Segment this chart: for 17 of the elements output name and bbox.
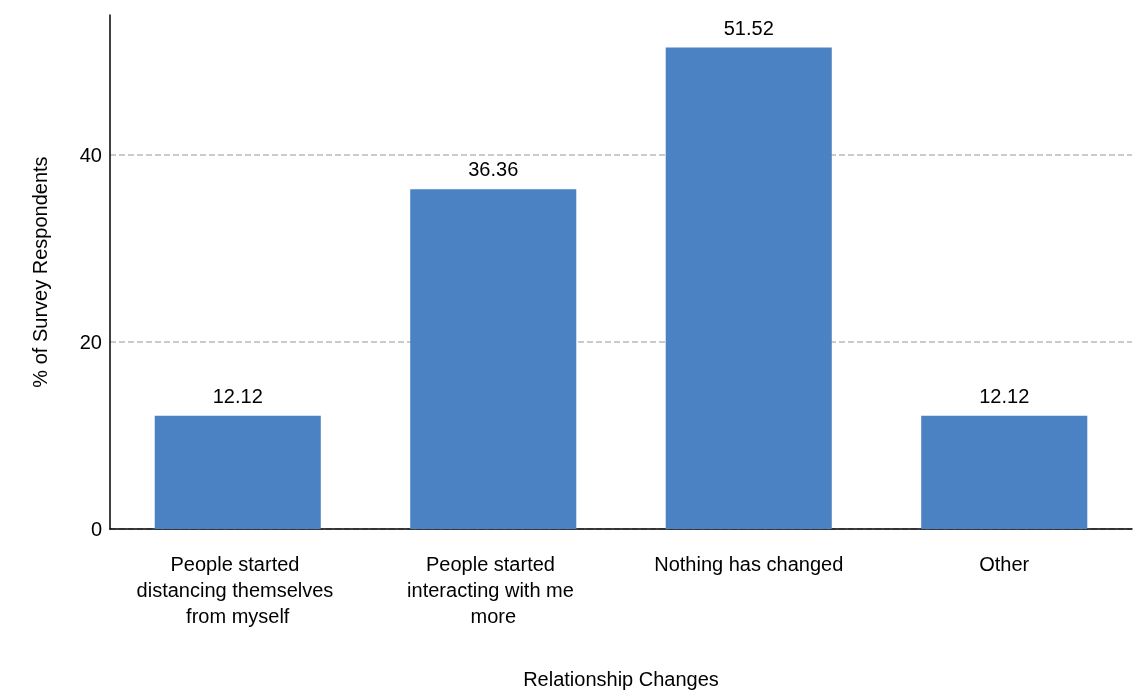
bar xyxy=(921,415,1088,529)
y-tick-label: 20 xyxy=(79,331,102,354)
y-tick-label: 0 xyxy=(90,518,102,540)
bar xyxy=(665,47,832,529)
y-tick-label: 40 xyxy=(79,144,102,167)
y-axis-title: % of Survey Respondents xyxy=(29,156,51,388)
bar xyxy=(410,189,577,529)
data-label: 51.52 xyxy=(723,16,774,39)
bar xyxy=(154,415,321,529)
x-tick-label: People started interacting with me more xyxy=(407,553,580,627)
data-label: 12.12 xyxy=(212,384,263,407)
x-tick-label: People started distancing themselves from myself xyxy=(136,553,339,627)
data-label: 36.36 xyxy=(468,158,519,181)
x-tick-label: Nothing has changed xyxy=(654,553,844,575)
x-axis-title: Relationship Changes xyxy=(523,668,719,690)
x-tick-label: Other xyxy=(979,553,1030,575)
data-label: 12.12 xyxy=(979,384,1030,407)
